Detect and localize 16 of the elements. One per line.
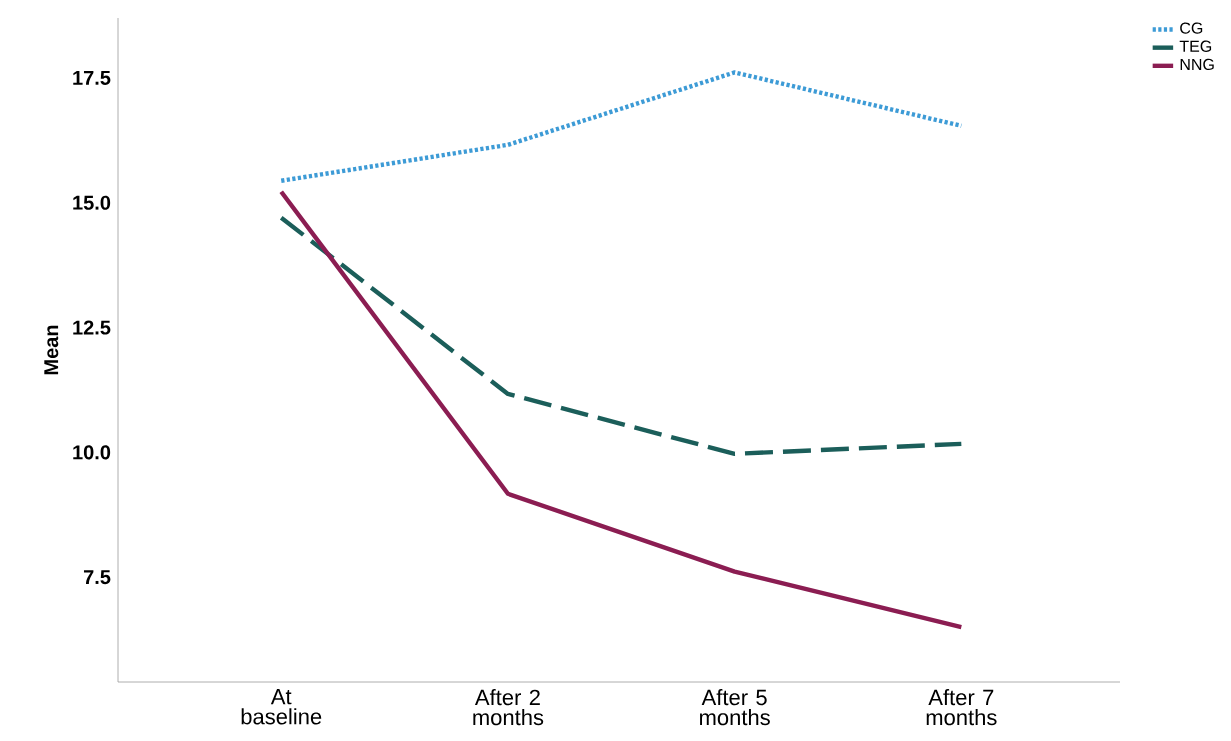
y-tick-label: 7.5 [83, 570, 111, 585]
y-tick-label: 10.0 [73, 445, 111, 460]
x-tick-label: After 7 months [926, 689, 997, 726]
legend-label: TEG [1179, 40, 1212, 52]
line-series [279, 189, 964, 630]
line-series [279, 215, 964, 457]
legend-label: CG [1180, 22, 1203, 34]
y-tick-label: 17.5 [73, 70, 111, 85]
y-tick-label: 15.0 [73, 195, 111, 210]
line-series [279, 70, 964, 183]
x-tick-label: At baseline [241, 689, 322, 725]
y-tick-label: 12.5 [73, 320, 111, 335]
x-tick-label: After 2 months [473, 689, 544, 726]
y-axis-title: Mean [44, 325, 59, 375]
legend-label: NNG [1180, 58, 1214, 71]
x-tick-label: After 5 months [700, 689, 770, 726]
